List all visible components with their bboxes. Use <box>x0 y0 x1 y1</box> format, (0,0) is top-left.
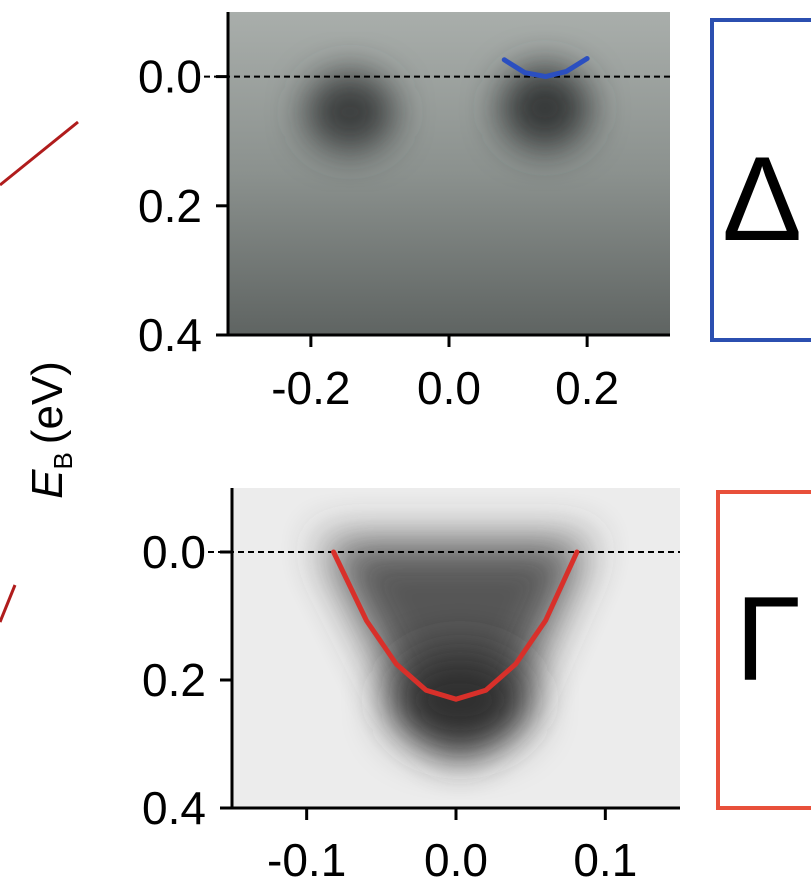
connector-line <box>0 584 17 623</box>
intensity-map <box>228 12 670 335</box>
x-tick-label: 0.2 <box>555 362 619 414</box>
x-tick-label: 0.0 <box>424 834 488 886</box>
x-tick-label: -0.2 <box>271 362 350 414</box>
y-axis-label: EB(eV) <box>23 361 78 499</box>
fit-curve <box>331 549 580 702</box>
y-tick-label: 0.0 <box>142 526 206 578</box>
y-tick-label: 0.4 <box>142 782 206 834</box>
y-tick-label: 0.0 <box>138 51 202 103</box>
x-tick-label: 0.1 <box>573 834 637 886</box>
panel-label: Δ <box>722 132 802 266</box>
panel-box <box>716 490 811 810</box>
panel-box <box>710 18 811 342</box>
x-tick-label: -0.1 <box>267 834 346 886</box>
panel-label: Γ <box>735 572 801 706</box>
intensity-map <box>232 488 680 808</box>
fit-curve <box>501 56 590 80</box>
y-tick-label: 0.4 <box>138 309 202 361</box>
y-tick-label: 0.2 <box>138 180 202 232</box>
x-tick-label: 0.0 <box>417 362 481 414</box>
y-tick-label: 0.2 <box>142 654 206 706</box>
connector-line <box>0 120 79 187</box>
